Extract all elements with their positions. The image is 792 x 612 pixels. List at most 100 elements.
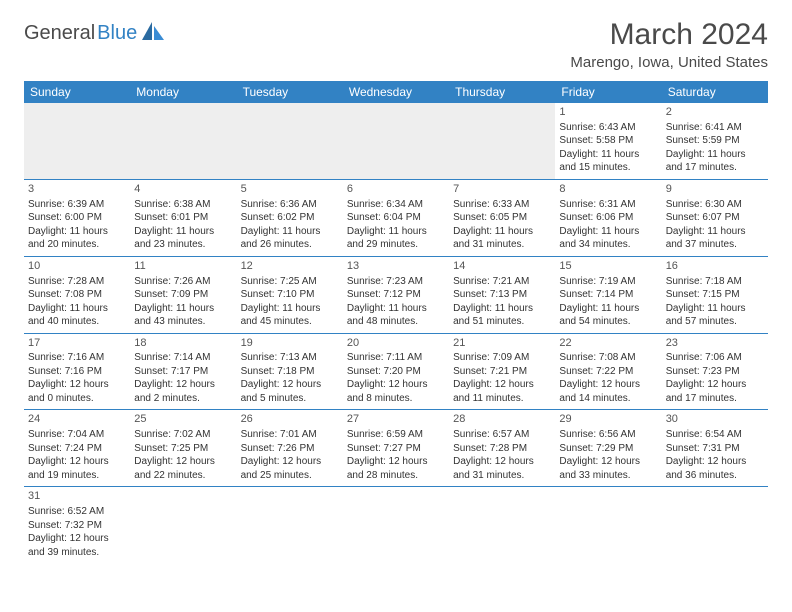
sunrise-text: Sunrise: 7:11 AM xyxy=(347,351,445,365)
calendar-day-cell: 8Sunrise: 6:31 AMSunset: 6:06 PMDaylight… xyxy=(555,179,661,256)
calendar-week-row: 17Sunrise: 7:16 AMSunset: 7:16 PMDayligh… xyxy=(24,333,768,410)
sunrise-text: Sunrise: 6:30 AM xyxy=(666,198,764,212)
calendar-day-cell: 31Sunrise: 6:52 AMSunset: 7:32 PMDayligh… xyxy=(24,487,130,563)
sunrise-text: Sunrise: 7:18 AM xyxy=(666,275,764,289)
day-number: 18 xyxy=(134,336,232,351)
day-number: 5 xyxy=(241,182,339,197)
calendar-day-cell: 1Sunrise: 6:43 AMSunset: 5:58 PMDaylight… xyxy=(555,103,661,179)
calendar-day-cell: 9Sunrise: 6:30 AMSunset: 6:07 PMDaylight… xyxy=(662,179,768,256)
day-number: 3 xyxy=(28,182,126,197)
calendar-day-cell: 24Sunrise: 7:04 AMSunset: 7:24 PMDayligh… xyxy=(24,410,130,487)
calendar-day-cell: 17Sunrise: 7:16 AMSunset: 7:16 PMDayligh… xyxy=(24,333,130,410)
weekday-header: Sunday xyxy=(24,81,130,103)
day-number: 13 xyxy=(347,259,445,274)
calendar-day-cell: 7Sunrise: 6:33 AMSunset: 6:05 PMDaylight… xyxy=(449,179,555,256)
sunrise-text: Sunrise: 7:16 AM xyxy=(28,351,126,365)
month-title: March 2024 xyxy=(570,18,768,52)
daylight-text: Daylight: 12 hours and 11 minutes. xyxy=(453,378,551,405)
daylight-text: Daylight: 11 hours and 43 minutes. xyxy=(134,302,232,329)
sunrise-text: Sunrise: 7:28 AM xyxy=(28,275,126,289)
sunset-text: Sunset: 7:17 PM xyxy=(134,365,232,379)
sunset-text: Sunset: 7:32 PM xyxy=(28,519,126,533)
calendar-day-cell: 30Sunrise: 6:54 AMSunset: 7:31 PMDayligh… xyxy=(662,410,768,487)
calendar-day-cell xyxy=(449,103,555,179)
logo-part1: General xyxy=(24,22,95,45)
sunrise-text: Sunrise: 7:08 AM xyxy=(559,351,657,365)
sunset-text: Sunset: 7:14 PM xyxy=(559,288,657,302)
sunrise-text: Sunrise: 7:21 AM xyxy=(453,275,551,289)
daylight-text: Daylight: 12 hours and 8 minutes. xyxy=(347,378,445,405)
calendar-day-cell: 22Sunrise: 7:08 AMSunset: 7:22 PMDayligh… xyxy=(555,333,661,410)
sunset-text: Sunset: 6:06 PM xyxy=(559,211,657,225)
daylight-text: Daylight: 11 hours and 31 minutes. xyxy=(453,225,551,252)
header: GeneralBlue March 2024 Marengo, Iowa, Un… xyxy=(24,18,768,71)
sunrise-text: Sunrise: 6:41 AM xyxy=(666,121,764,135)
sunset-text: Sunset: 5:59 PM xyxy=(666,134,764,148)
weekday-header: Saturday xyxy=(662,81,768,103)
sunset-text: Sunset: 7:12 PM xyxy=(347,288,445,302)
calendar-table: Sunday Monday Tuesday Wednesday Thursday… xyxy=(24,81,768,563)
weekday-header: Thursday xyxy=(449,81,555,103)
daylight-text: Daylight: 11 hours and 15 minutes. xyxy=(559,148,657,175)
calendar-week-row: 3Sunrise: 6:39 AMSunset: 6:00 PMDaylight… xyxy=(24,179,768,256)
calendar-day-cell: 5Sunrise: 6:36 AMSunset: 6:02 PMDaylight… xyxy=(237,179,343,256)
calendar-day-cell: 4Sunrise: 6:38 AMSunset: 6:01 PMDaylight… xyxy=(130,179,236,256)
sunset-text: Sunset: 6:01 PM xyxy=(134,211,232,225)
sunrise-text: Sunrise: 6:54 AM xyxy=(666,428,764,442)
sunset-text: Sunset: 7:18 PM xyxy=(241,365,339,379)
sunrise-text: Sunrise: 7:23 AM xyxy=(347,275,445,289)
daylight-text: Daylight: 11 hours and 40 minutes. xyxy=(28,302,126,329)
sunset-text: Sunset: 7:13 PM xyxy=(453,288,551,302)
sunrise-text: Sunrise: 6:38 AM xyxy=(134,198,232,212)
day-number: 16 xyxy=(666,259,764,274)
daylight-text: Daylight: 12 hours and 5 minutes. xyxy=(241,378,339,405)
day-number: 11 xyxy=(134,259,232,274)
weekday-header: Tuesday xyxy=(237,81,343,103)
calendar-day-cell: 2Sunrise: 6:41 AMSunset: 5:59 PMDaylight… xyxy=(662,103,768,179)
calendar-day-cell: 19Sunrise: 7:13 AMSunset: 7:18 PMDayligh… xyxy=(237,333,343,410)
sunset-text: Sunset: 7:15 PM xyxy=(666,288,764,302)
sunset-text: Sunset: 5:58 PM xyxy=(559,134,657,148)
sunrise-text: Sunrise: 6:43 AM xyxy=(559,121,657,135)
calendar-day-cell xyxy=(24,103,130,179)
daylight-text: Daylight: 12 hours and 39 minutes. xyxy=(28,532,126,559)
calendar-day-cell xyxy=(343,103,449,179)
sunset-text: Sunset: 7:20 PM xyxy=(347,365,445,379)
day-number: 26 xyxy=(241,412,339,427)
daylight-text: Daylight: 12 hours and 0 minutes. xyxy=(28,378,126,405)
day-number: 7 xyxy=(453,182,551,197)
calendar-day-cell: 6Sunrise: 6:34 AMSunset: 6:04 PMDaylight… xyxy=(343,179,449,256)
sunset-text: Sunset: 7:09 PM xyxy=(134,288,232,302)
day-number: 20 xyxy=(347,336,445,351)
sunset-text: Sunset: 7:10 PM xyxy=(241,288,339,302)
calendar-day-cell: 14Sunrise: 7:21 AMSunset: 7:13 PMDayligh… xyxy=(449,256,555,333)
daylight-text: Daylight: 11 hours and 26 minutes. xyxy=(241,225,339,252)
daylight-text: Daylight: 11 hours and 29 minutes. xyxy=(347,225,445,252)
daylight-text: Daylight: 12 hours and 36 minutes. xyxy=(666,455,764,482)
calendar-day-cell xyxy=(237,103,343,179)
calendar-week-row: 24Sunrise: 7:04 AMSunset: 7:24 PMDayligh… xyxy=(24,410,768,487)
day-number: 28 xyxy=(453,412,551,427)
day-number: 23 xyxy=(666,336,764,351)
daylight-text: Daylight: 12 hours and 33 minutes. xyxy=(559,455,657,482)
sunrise-text: Sunrise: 7:01 AM xyxy=(241,428,339,442)
weekday-header: Monday xyxy=(130,81,236,103)
day-number: 1 xyxy=(559,105,657,120)
calendar-day-cell: 16Sunrise: 7:18 AMSunset: 7:15 PMDayligh… xyxy=(662,256,768,333)
day-number: 8 xyxy=(559,182,657,197)
weekday-header: Friday xyxy=(555,81,661,103)
sunset-text: Sunset: 7:29 PM xyxy=(559,442,657,456)
calendar-day-cell: 27Sunrise: 6:59 AMSunset: 7:27 PMDayligh… xyxy=(343,410,449,487)
daylight-text: Daylight: 12 hours and 31 minutes. xyxy=(453,455,551,482)
title-block: March 2024 Marengo, Iowa, United States xyxy=(570,18,768,71)
sunset-text: Sunset: 7:25 PM xyxy=(134,442,232,456)
day-number: 17 xyxy=(28,336,126,351)
day-number: 2 xyxy=(666,105,764,120)
sunset-text: Sunset: 7:23 PM xyxy=(666,365,764,379)
calendar-day-cell: 20Sunrise: 7:11 AMSunset: 7:20 PMDayligh… xyxy=(343,333,449,410)
sunset-text: Sunset: 6:00 PM xyxy=(28,211,126,225)
calendar-day-cell xyxy=(662,487,768,563)
day-number: 9 xyxy=(666,182,764,197)
day-number: 27 xyxy=(347,412,445,427)
logo-part2: Blue xyxy=(97,22,137,45)
